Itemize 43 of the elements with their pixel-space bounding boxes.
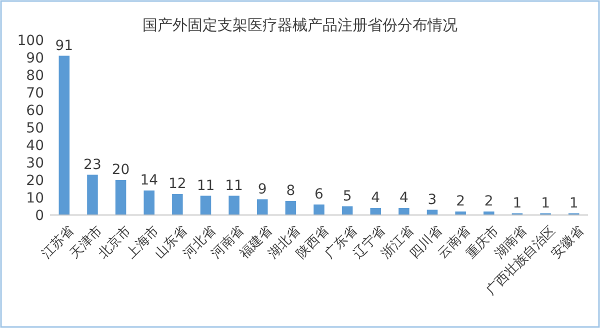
data-label: 20 bbox=[112, 162, 130, 178]
data-label: 23 bbox=[84, 156, 102, 173]
bar bbox=[144, 190, 154, 215]
y-tick-label: 100 bbox=[17, 33, 44, 49]
y-tick-label: 80 bbox=[26, 68, 44, 84]
bar bbox=[256, 199, 268, 215]
bar bbox=[87, 174, 98, 215]
data-label: 5 bbox=[342, 188, 352, 204]
y-tick-label: 10 bbox=[26, 190, 44, 206]
y-tick-label: 0 bbox=[35, 208, 44, 224]
data-label: 1 bbox=[569, 195, 578, 212]
data-label: 9 bbox=[258, 181, 267, 198]
data-label: 2 bbox=[484, 194, 494, 210]
y-tick-label: 20 bbox=[26, 173, 44, 189]
y-tick-label: 50 bbox=[26, 120, 44, 136]
data-label: 12 bbox=[168, 176, 186, 192]
chart-title: 国产外固定支架医疗器械产品注册省份分布情况 bbox=[142, 16, 458, 34]
data-label: 1 bbox=[541, 195, 550, 212]
data-label: 4 bbox=[399, 190, 408, 206]
data-label: 11 bbox=[196, 178, 215, 194]
bar bbox=[115, 180, 126, 215]
y-tick-label: 90 bbox=[26, 50, 44, 66]
bar bbox=[398, 208, 410, 215]
data-label: 14 bbox=[140, 172, 158, 188]
data-label: 1 bbox=[512, 195, 522, 212]
bar bbox=[200, 196, 212, 215]
y-tick-label: 70 bbox=[26, 86, 44, 102]
y-tick-label: 30 bbox=[26, 156, 44, 172]
bar bbox=[370, 208, 382, 215]
data-label: 8 bbox=[286, 183, 296, 199]
bar bbox=[228, 196, 240, 215]
data-label: 3 bbox=[428, 192, 437, 208]
data-label: 6 bbox=[314, 186, 324, 202]
bar bbox=[58, 56, 70, 215]
bar bbox=[314, 204, 324, 215]
data-label: 4 bbox=[371, 190, 380, 206]
data-label: 91 bbox=[55, 38, 74, 54]
y-tick-label: 60 bbox=[26, 103, 44, 119]
data-label: 2 bbox=[456, 194, 466, 210]
bar bbox=[285, 201, 296, 215]
bar bbox=[172, 194, 183, 215]
y-tick-label: 40 bbox=[26, 138, 44, 154]
data-label: 11 bbox=[225, 178, 243, 194]
